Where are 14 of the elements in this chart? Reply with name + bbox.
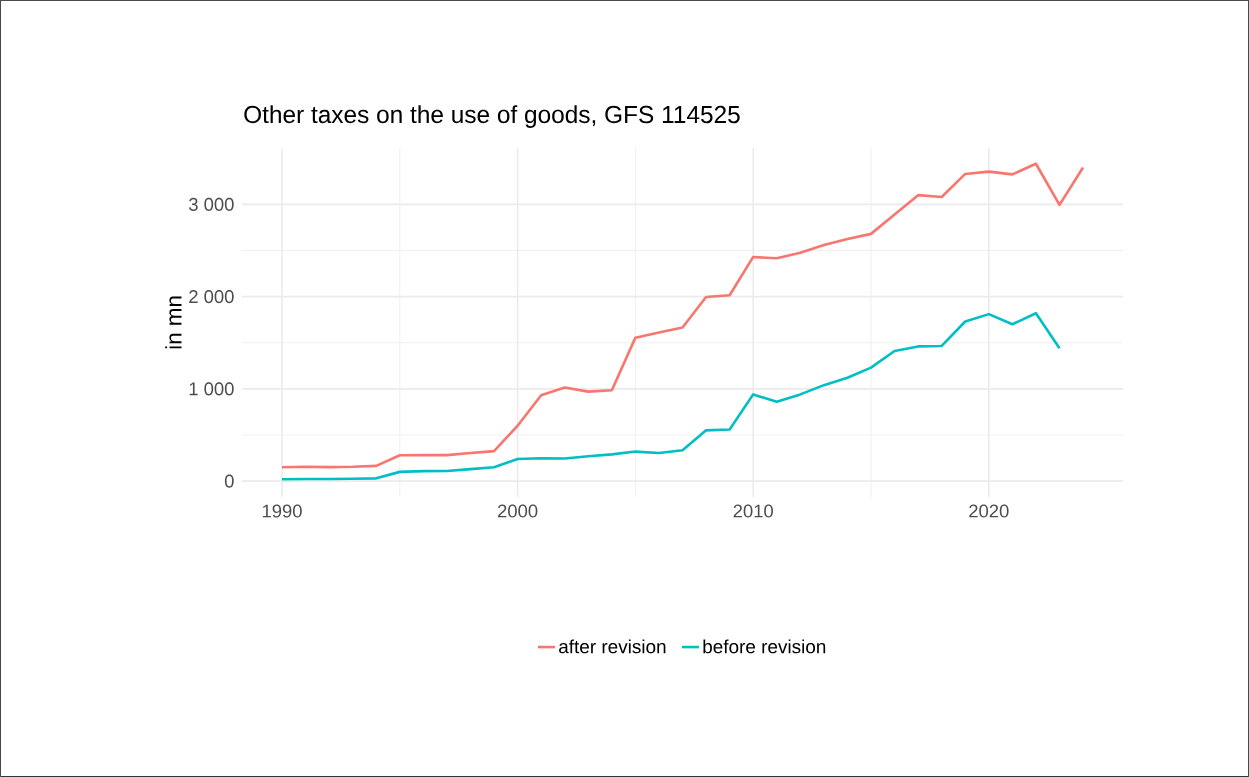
chart-title: Other taxes on the use of goods, GFS 114525 bbox=[244, 105, 740, 129]
x-tick-label: 2000 bbox=[498, 504, 538, 518]
y-tick-label: 0 bbox=[224, 474, 234, 488]
line-series bbox=[280, 162, 1085, 469]
y-tick-label: 1 000 bbox=[189, 382, 234, 396]
line-series bbox=[280, 311, 1061, 481]
x-tick-label: 2020 bbox=[969, 504, 1009, 518]
x-tick-label: 2010 bbox=[733, 504, 773, 518]
legend-label: before revision bbox=[703, 639, 826, 654]
y-tick-label: 3 000 bbox=[189, 197, 234, 211]
x-tick-label: 1990 bbox=[262, 504, 302, 518]
y-axis-title: in mn bbox=[165, 296, 182, 349]
y-tick-label: 2 000 bbox=[189, 290, 234, 304]
legend-label: after revision bbox=[559, 639, 666, 654]
